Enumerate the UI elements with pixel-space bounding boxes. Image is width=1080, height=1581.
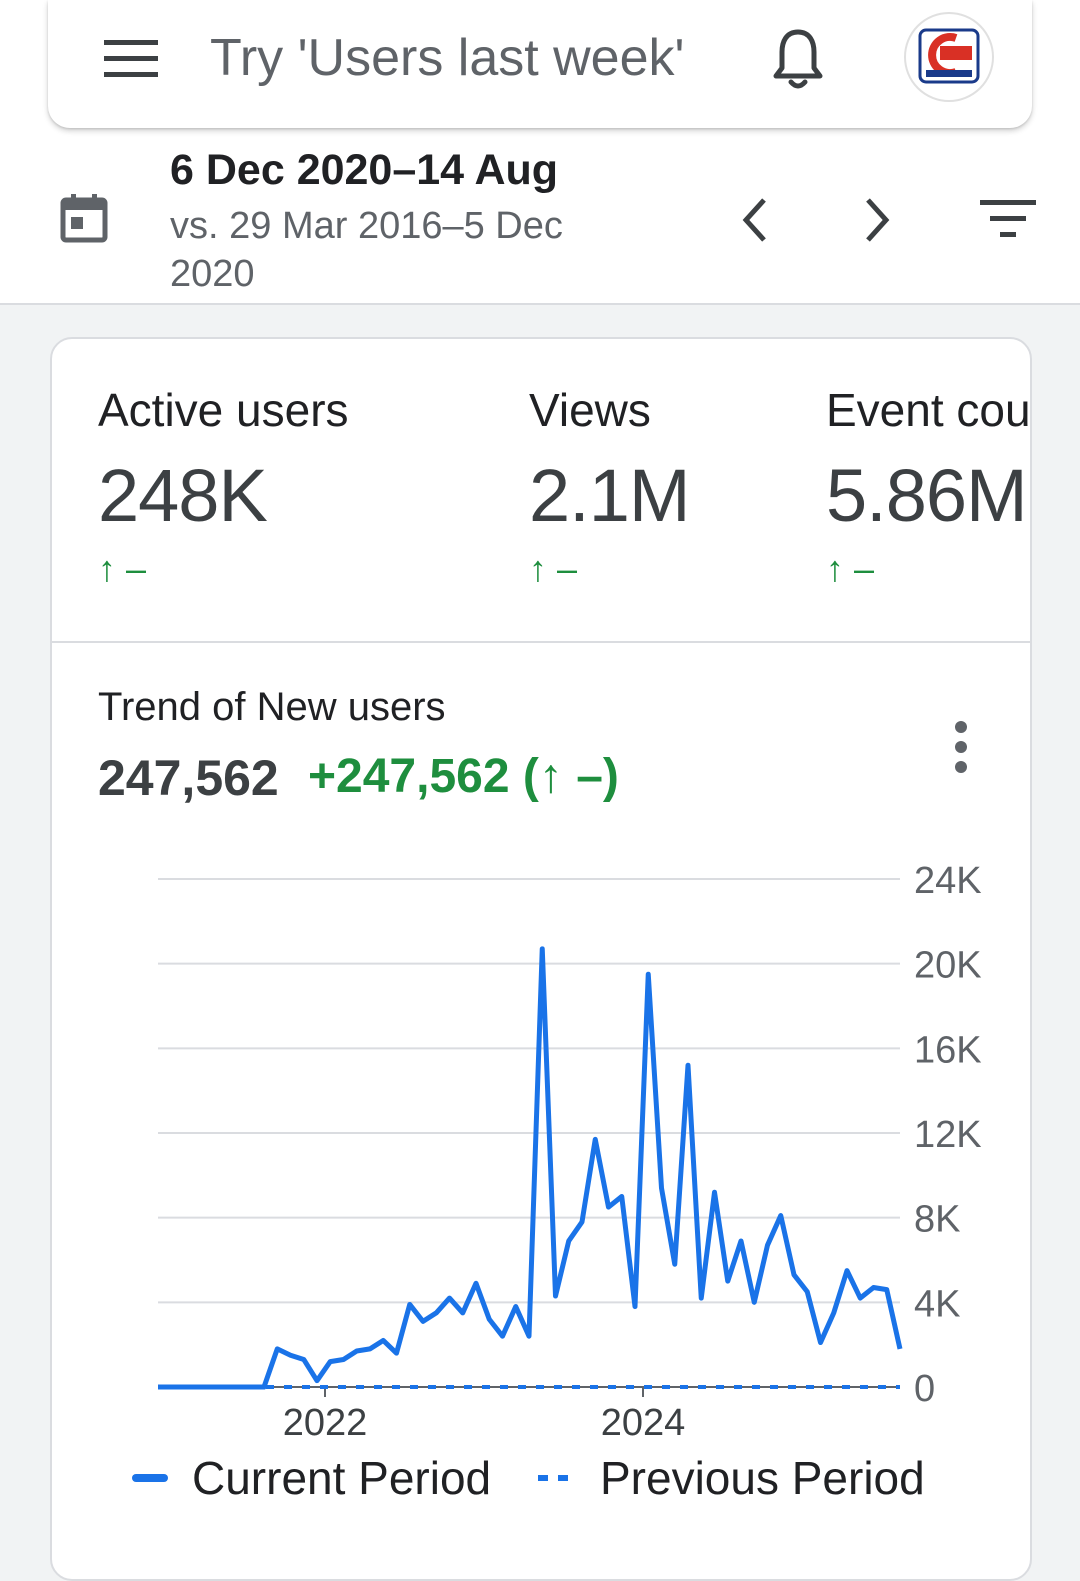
search-input[interactable]: Try 'Users last week' xyxy=(210,29,685,87)
metric-change: ↑ – xyxy=(98,548,147,589)
metrics-row: Active users 248K ↑ – Views 2.1M ↑ – Eve… xyxy=(52,339,1030,641)
legend-label: Previous Period xyxy=(600,1452,925,1504)
trend-total: 247,562 xyxy=(98,750,279,806)
search-bar[interactable]: Try 'Users last week' xyxy=(48,0,1032,128)
y-tick-label: 12K xyxy=(914,1114,982,1156)
y-tick-label: 8K xyxy=(914,1199,960,1241)
new-users-line-chart[interactable]: 0 4K 8K 12K 16K 20K 24K 2022 2024 xyxy=(52,339,1030,1449)
metric-value: 2.1M xyxy=(529,454,691,537)
y-tick-label: 20K xyxy=(914,945,982,987)
bell-icon[interactable] xyxy=(770,26,826,92)
account-avatar[interactable] xyxy=(904,12,994,102)
metric-change: ↑ – xyxy=(826,548,875,589)
x-tick-label: 2022 xyxy=(283,1402,368,1444)
metric-active-users[interactable]: Active users 248K ↑ – xyxy=(98,383,349,590)
metric-label: Event count xyxy=(826,384,1030,436)
date-range-current[interactable]: 6 Dec 2020–14 Aug xyxy=(170,146,559,194)
legend-previous-period[interactable]: Previous Period xyxy=(538,1451,925,1505)
x-tick-label: 2024 xyxy=(601,1402,686,1444)
menu-icon[interactable] xyxy=(104,38,160,80)
trend-change: +247,562 (↑ –) xyxy=(308,750,619,803)
y-tick-label: 24K xyxy=(914,860,982,902)
y-tick-label: 16K xyxy=(914,1029,982,1071)
y-tick-label: 0 xyxy=(914,1368,935,1410)
calendar-icon[interactable] xyxy=(60,192,108,244)
y-tick-label: 4K xyxy=(914,1283,960,1325)
metric-label: Views xyxy=(529,384,651,436)
metric-change: ↑ – xyxy=(529,548,578,589)
date-range-compare: vs. 29 Mar 2016–5 Dec 2020 xyxy=(170,205,563,295)
metric-views[interactable]: Views 2.1M ↑ – xyxy=(529,383,691,590)
trend-title: Trend of New users xyxy=(98,685,446,729)
series-current-period-line xyxy=(158,946,903,1390)
overview-card: Active users 248K ↑ – Views 2.1M ↑ – Eve… xyxy=(50,337,1032,1581)
legend-label: Current Period xyxy=(192,1452,492,1504)
legend-swatch-solid xyxy=(132,1474,168,1482)
filter-icon[interactable] xyxy=(978,196,1038,242)
app-header: Try 'Users last week' 6 Dec 2020–14 Aug xyxy=(0,0,1080,305)
legend-current-period[interactable]: Current Period xyxy=(132,1451,491,1505)
previous-period-button[interactable] xyxy=(726,190,786,250)
metric-value: 248K xyxy=(98,454,268,537)
metric-value: 5.86M xyxy=(826,454,1028,537)
legend-swatch-dashed xyxy=(538,1475,574,1481)
metric-event-count[interactable]: Event count 5.86M ↑ – xyxy=(826,383,1030,590)
metric-label: Active users xyxy=(98,384,349,436)
divider xyxy=(52,641,1030,643)
more-options-icon[interactable] xyxy=(946,719,976,779)
next-period-button[interactable] xyxy=(846,190,906,250)
